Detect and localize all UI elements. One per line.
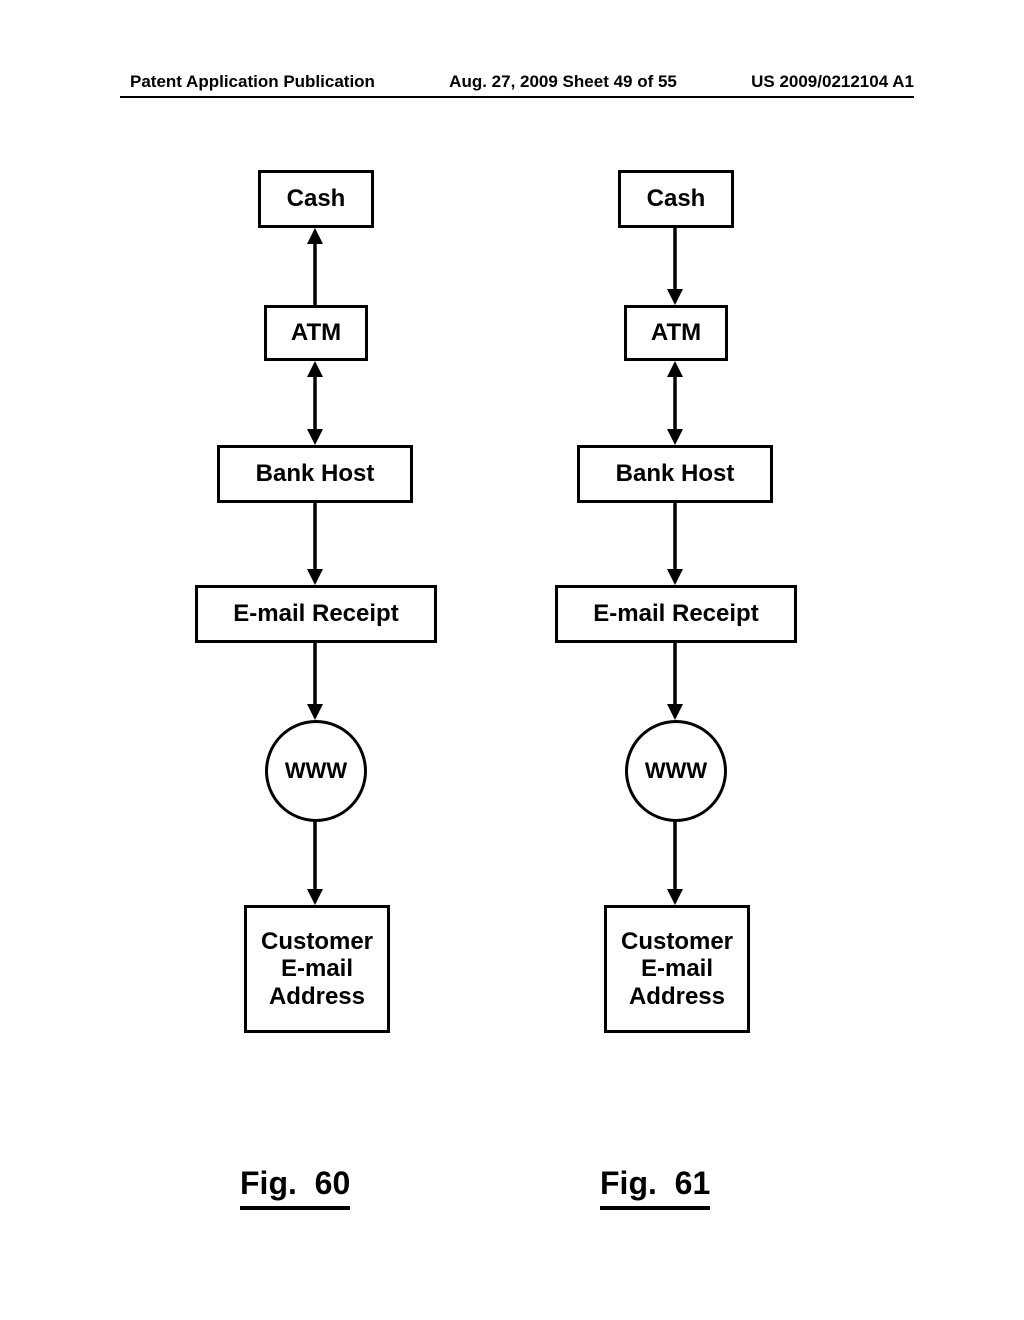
header-left: Patent Application Publication	[130, 72, 375, 92]
fig61-bank-node: Bank Host	[577, 445, 773, 503]
arrows-layer	[0, 0, 1024, 1320]
fig61-cash-node: Cash	[618, 170, 734, 228]
header-center: Aug. 27, 2009 Sheet 49 of 55	[449, 72, 677, 92]
fig60-label: Fig. 60	[240, 1165, 350, 1210]
fig61-www-node: WWW	[625, 720, 727, 822]
fig60-www-node: WWW	[265, 720, 367, 822]
page-header: Patent Application Publication Aug. 27, …	[0, 72, 1024, 92]
fig61-cust-node: Customer E-mail Address	[604, 905, 750, 1033]
fig60-cust-node: Customer E-mail Address	[244, 905, 390, 1033]
fig60-atm-node: ATM	[264, 305, 368, 361]
fig61-label: Fig. 61	[600, 1165, 710, 1210]
header-rule	[120, 96, 914, 98]
fig60-email-node: E-mail Receipt	[195, 585, 437, 643]
fig61-email-node: E-mail Receipt	[555, 585, 797, 643]
fig61-atm-node: ATM	[624, 305, 728, 361]
patent-page: Patent Application Publication Aug. 27, …	[0, 0, 1024, 1320]
fig60-bank-node: Bank Host	[217, 445, 413, 503]
header-right: US 2009/0212104 A1	[751, 72, 914, 92]
fig60-cash-node: Cash	[258, 170, 374, 228]
